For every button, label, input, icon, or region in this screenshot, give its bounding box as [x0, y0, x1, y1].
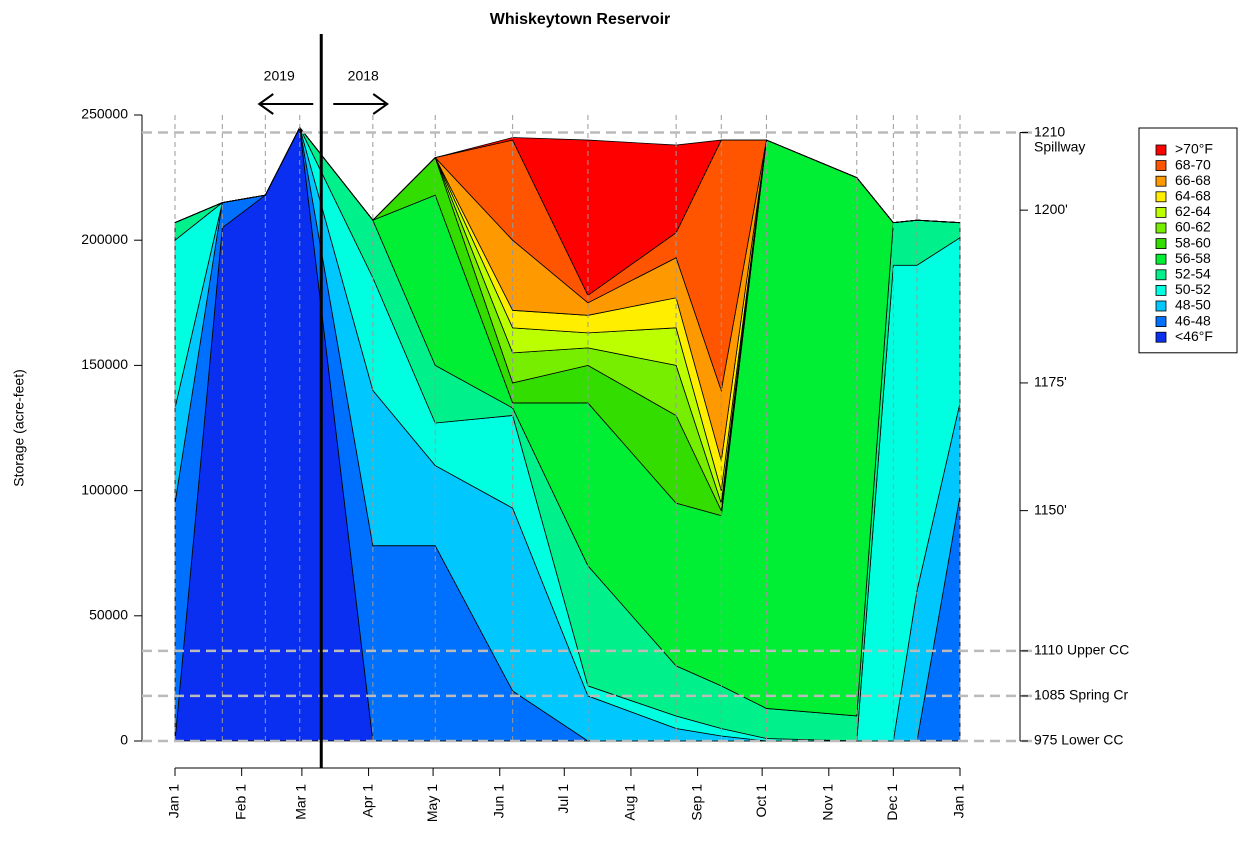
legend-swatch	[1155, 284, 1167, 296]
legend-label: 66-68	[1175, 172, 1211, 188]
y-tick-label: 150000	[81, 356, 128, 372]
legend-label: 46-48	[1175, 312, 1211, 328]
x-tick-label: Jun 1	[490, 784, 506, 818]
legend-swatch	[1155, 238, 1167, 250]
legend-swatch	[1155, 253, 1167, 265]
y-axis-label: Storage (acre-feet)	[11, 369, 27, 487]
y-tick-label: 250000	[81, 106, 128, 122]
legend-swatch	[1155, 331, 1167, 343]
legend-label: 60-62	[1175, 219, 1211, 235]
legend-label: 64-68	[1175, 188, 1211, 204]
x-tick-label: Oct 1	[753, 784, 769, 818]
y-tick-label: 100000	[81, 481, 128, 497]
legend-swatch	[1155, 316, 1167, 328]
y2-tick-label: 1085 Spring Cr	[1034, 687, 1129, 703]
legend-label: >70°F	[1175, 141, 1213, 157]
legend-label: <46°F	[1175, 328, 1213, 344]
y2-tick-label: 1210 Spillway	[1034, 123, 1085, 154]
x-tick-label: Sep 1	[688, 784, 704, 821]
x-tick-label: Feb 1	[232, 784, 248, 820]
legend-box	[1138, 127, 1238, 354]
y-tick-label: 200000	[81, 231, 128, 247]
y2-tick-label: 1150'	[1034, 501, 1067, 517]
y-tick-label: 50000	[89, 607, 128, 623]
y2-tick-label: 975 Lower CC	[1034, 732, 1124, 748]
divider-left-label: 2019	[264, 68, 295, 84]
y2-tick-label: 1200'	[1034, 201, 1068, 217]
arrow-right	[333, 93, 389, 115]
divider-right-label: 2018	[348, 68, 379, 84]
chart-title: Whiskeytown Reservoir	[490, 11, 671, 28]
y2-tick-label: 1110 Upper CC	[1034, 642, 1129, 658]
legend-label: 50-52	[1175, 281, 1211, 297]
legend-swatch	[1155, 191, 1167, 203]
x-tick-label: Jul 1	[555, 784, 571, 814]
legend-swatch	[1155, 222, 1167, 234]
legend-swatch	[1155, 175, 1167, 187]
x-tick-label: Dec 1	[884, 784, 900, 821]
y2-tick-label: 1175'	[1034, 374, 1067, 390]
legend-swatch	[1155, 144, 1167, 156]
arrow-left	[257, 93, 314, 115]
x-tick-label: Nov 1	[820, 784, 836, 821]
legend-label: 56-58	[1175, 250, 1211, 266]
legend-label: 52-54	[1175, 266, 1211, 282]
y-tick-label: 0	[120, 732, 128, 748]
legend-swatch	[1155, 160, 1167, 172]
legend-label: 58-60	[1175, 234, 1211, 250]
x-tick-label: Mar 1	[293, 784, 309, 820]
x-tick-label: Apr 1	[359, 784, 375, 818]
legend-label: 62-64	[1175, 203, 1211, 219]
x-tick-label: Jan 1	[951, 784, 967, 818]
area-band	[174, 126, 961, 296]
x-tick-label: May 1	[424, 784, 440, 822]
x-tick-label: Jan 1	[166, 784, 182, 818]
legend-swatch	[1155, 269, 1167, 281]
legend-label: 48-50	[1175, 297, 1211, 313]
legend-swatch	[1155, 300, 1167, 312]
legend-swatch	[1155, 206, 1167, 218]
legend-label: 68-70	[1175, 156, 1211, 172]
x-tick-label: Aug 1	[622, 784, 638, 821]
